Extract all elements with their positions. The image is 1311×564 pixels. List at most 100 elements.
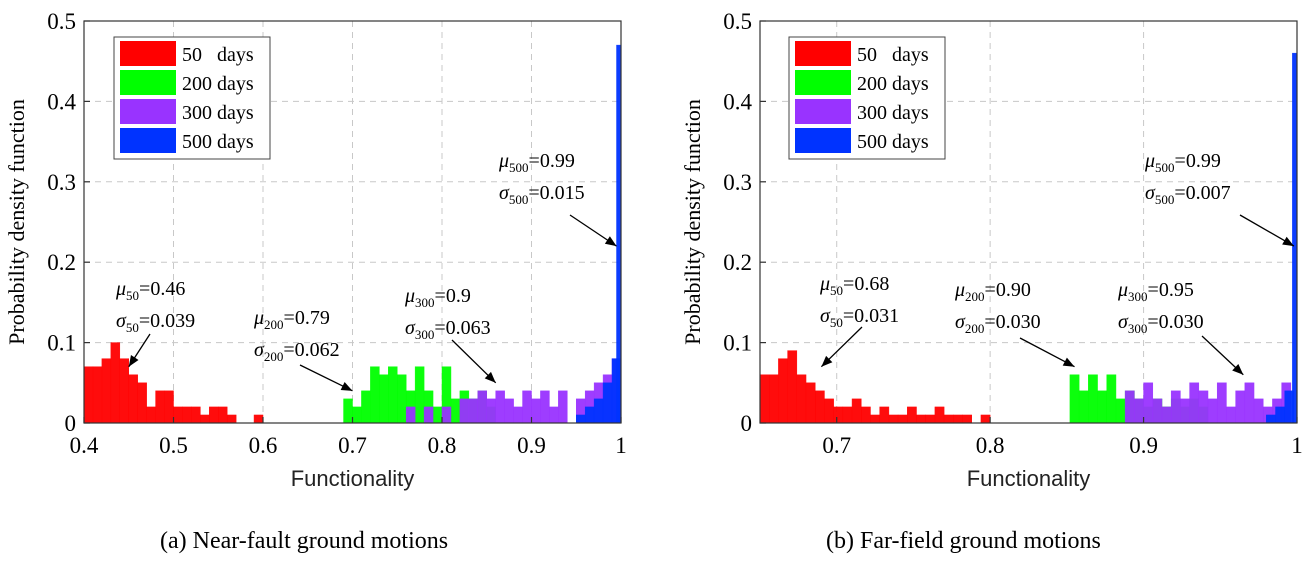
bar <box>209 406 219 424</box>
y-axis: 0 0.1 0.2 0.3 0.4 0.5 <box>47 9 90 436</box>
annotation-arrowhead <box>484 371 496 383</box>
bar <box>218 406 228 424</box>
x-axis-label: Functionality <box>967 466 1091 491</box>
bar <box>531 398 541 424</box>
annotations: μ50=0.46 σ50=0.039 μ200=0.79 σ200=0.062 μ300… <box>115 150 617 392</box>
bar <box>504 398 514 424</box>
annotation-sigma: σ200=0.030 <box>955 311 1041 336</box>
y-tick-label: 0.2 <box>47 250 76 275</box>
bar <box>370 366 380 424</box>
bar <box>191 406 201 424</box>
bar <box>1134 398 1144 424</box>
figure: 0.4 0.5 0.6 0.7 0.8 0.9 1 0 0.1 0.2 0.3 0.4 0.5 Funct… <box>4 9 1303 491</box>
legend-label: 50 days <box>857 44 929 66</box>
bar <box>1216 382 1227 424</box>
bar <box>584 406 595 424</box>
y-tick-label: 0.4 <box>723 89 752 114</box>
bar <box>602 382 613 424</box>
bar <box>796 374 807 424</box>
bar <box>397 374 407 424</box>
caption-near-fault: (a) Near-fault ground motions <box>160 528 449 554</box>
bar <box>486 398 496 424</box>
y-tick-label: 0 <box>741 411 753 436</box>
bar <box>432 406 443 424</box>
bar <box>1115 398 1126 424</box>
bar <box>861 406 871 424</box>
bar <box>842 406 853 424</box>
annotation-mu: μ50=0.46 <box>115 278 185 303</box>
x-tick-label: 0.4 <box>70 433 99 458</box>
annotation-sigma: σ200=0.062 <box>254 339 340 364</box>
x-tick-label: 0.9 <box>1129 433 1158 458</box>
bar <box>414 366 425 424</box>
plot-frame <box>759 20 1298 424</box>
legend-label: 500 days <box>182 131 254 153</box>
bar <box>1161 406 1172 424</box>
bar <box>897 414 908 424</box>
x-tick-label: 1 <box>615 433 627 458</box>
bar <box>361 390 371 424</box>
legend-swatch <box>120 41 176 66</box>
bar <box>155 390 165 424</box>
bar <box>870 414 880 424</box>
bar <box>805 382 816 424</box>
bar <box>1069 374 1080 424</box>
annotation-mu: μ500=0.99 <box>498 150 575 175</box>
x-axis: 0.4 0.5 0.6 0.7 0.8 0.9 1 <box>70 417 627 458</box>
bar <box>1180 398 1190 424</box>
bar <box>388 366 398 424</box>
bar <box>833 406 844 424</box>
legend-swatch <box>795 128 851 153</box>
bar <box>513 406 523 424</box>
bar <box>1235 390 1246 424</box>
x-axis: 0.7 0.8 0.9 1 <box>822 417 1303 458</box>
bar <box>824 398 834 424</box>
y-tick-label: 0.4 <box>47 89 76 114</box>
bar <box>962 414 972 424</box>
annotation-sigma: σ500=0.015 <box>499 182 585 207</box>
bar <box>1124 390 1135 424</box>
legend: 50 days 200 days 300 days 500 days <box>113 36 271 160</box>
bar <box>759 374 770 424</box>
bar <box>616 44 622 424</box>
x-tick-label: 0.7 <box>822 433 851 458</box>
y-tick-label: 0.1 <box>47 331 76 356</box>
annotation-mu: μ200=0.90 <box>954 279 1031 304</box>
bar <box>593 398 604 424</box>
legend-label: 300 days <box>182 102 254 124</box>
bar <box>953 414 963 424</box>
x-axis-label: Functionality <box>291 466 415 491</box>
y-tick-label: 0.2 <box>723 250 752 275</box>
bar <box>1266 414 1276 424</box>
annotation-arrowhead <box>1062 357 1075 367</box>
bar <box>522 390 532 424</box>
bar <box>182 406 192 424</box>
bar <box>1275 406 1285 424</box>
legend: 50 days 200 days 300 days 500 days <box>788 36 946 160</box>
bar <box>1198 390 1209 424</box>
x-tick-label: 0.6 <box>249 433 278 458</box>
bar <box>1226 406 1236 424</box>
bar <box>768 374 779 424</box>
annotation-arrowhead <box>821 355 833 367</box>
bar <box>1106 374 1117 424</box>
bar <box>1143 382 1154 424</box>
bar <box>1170 390 1181 424</box>
bar <box>441 406 452 424</box>
annotation-mu: μ50=0.68 <box>819 273 889 298</box>
legend-swatch <box>120 70 176 95</box>
bar <box>1097 390 1107 424</box>
bar <box>980 414 991 424</box>
chart-panel-a: 0.4 0.5 0.6 0.7 0.8 0.9 1 0 0.1 0.2 0.3 0.4 0.5 Funct… <box>4 9 627 491</box>
series-50-days <box>759 350 991 424</box>
bar <box>110 342 121 424</box>
annotation-sigma: σ50=0.031 <box>820 305 899 330</box>
bar <box>540 390 550 424</box>
annotation-mu: μ200=0.79 <box>253 307 330 332</box>
bar <box>1207 398 1218 424</box>
bar <box>137 382 147 424</box>
annotation-arrowhead <box>340 381 353 391</box>
bar <box>851 398 862 424</box>
bar <box>787 350 798 424</box>
bar <box>1253 398 1264 424</box>
